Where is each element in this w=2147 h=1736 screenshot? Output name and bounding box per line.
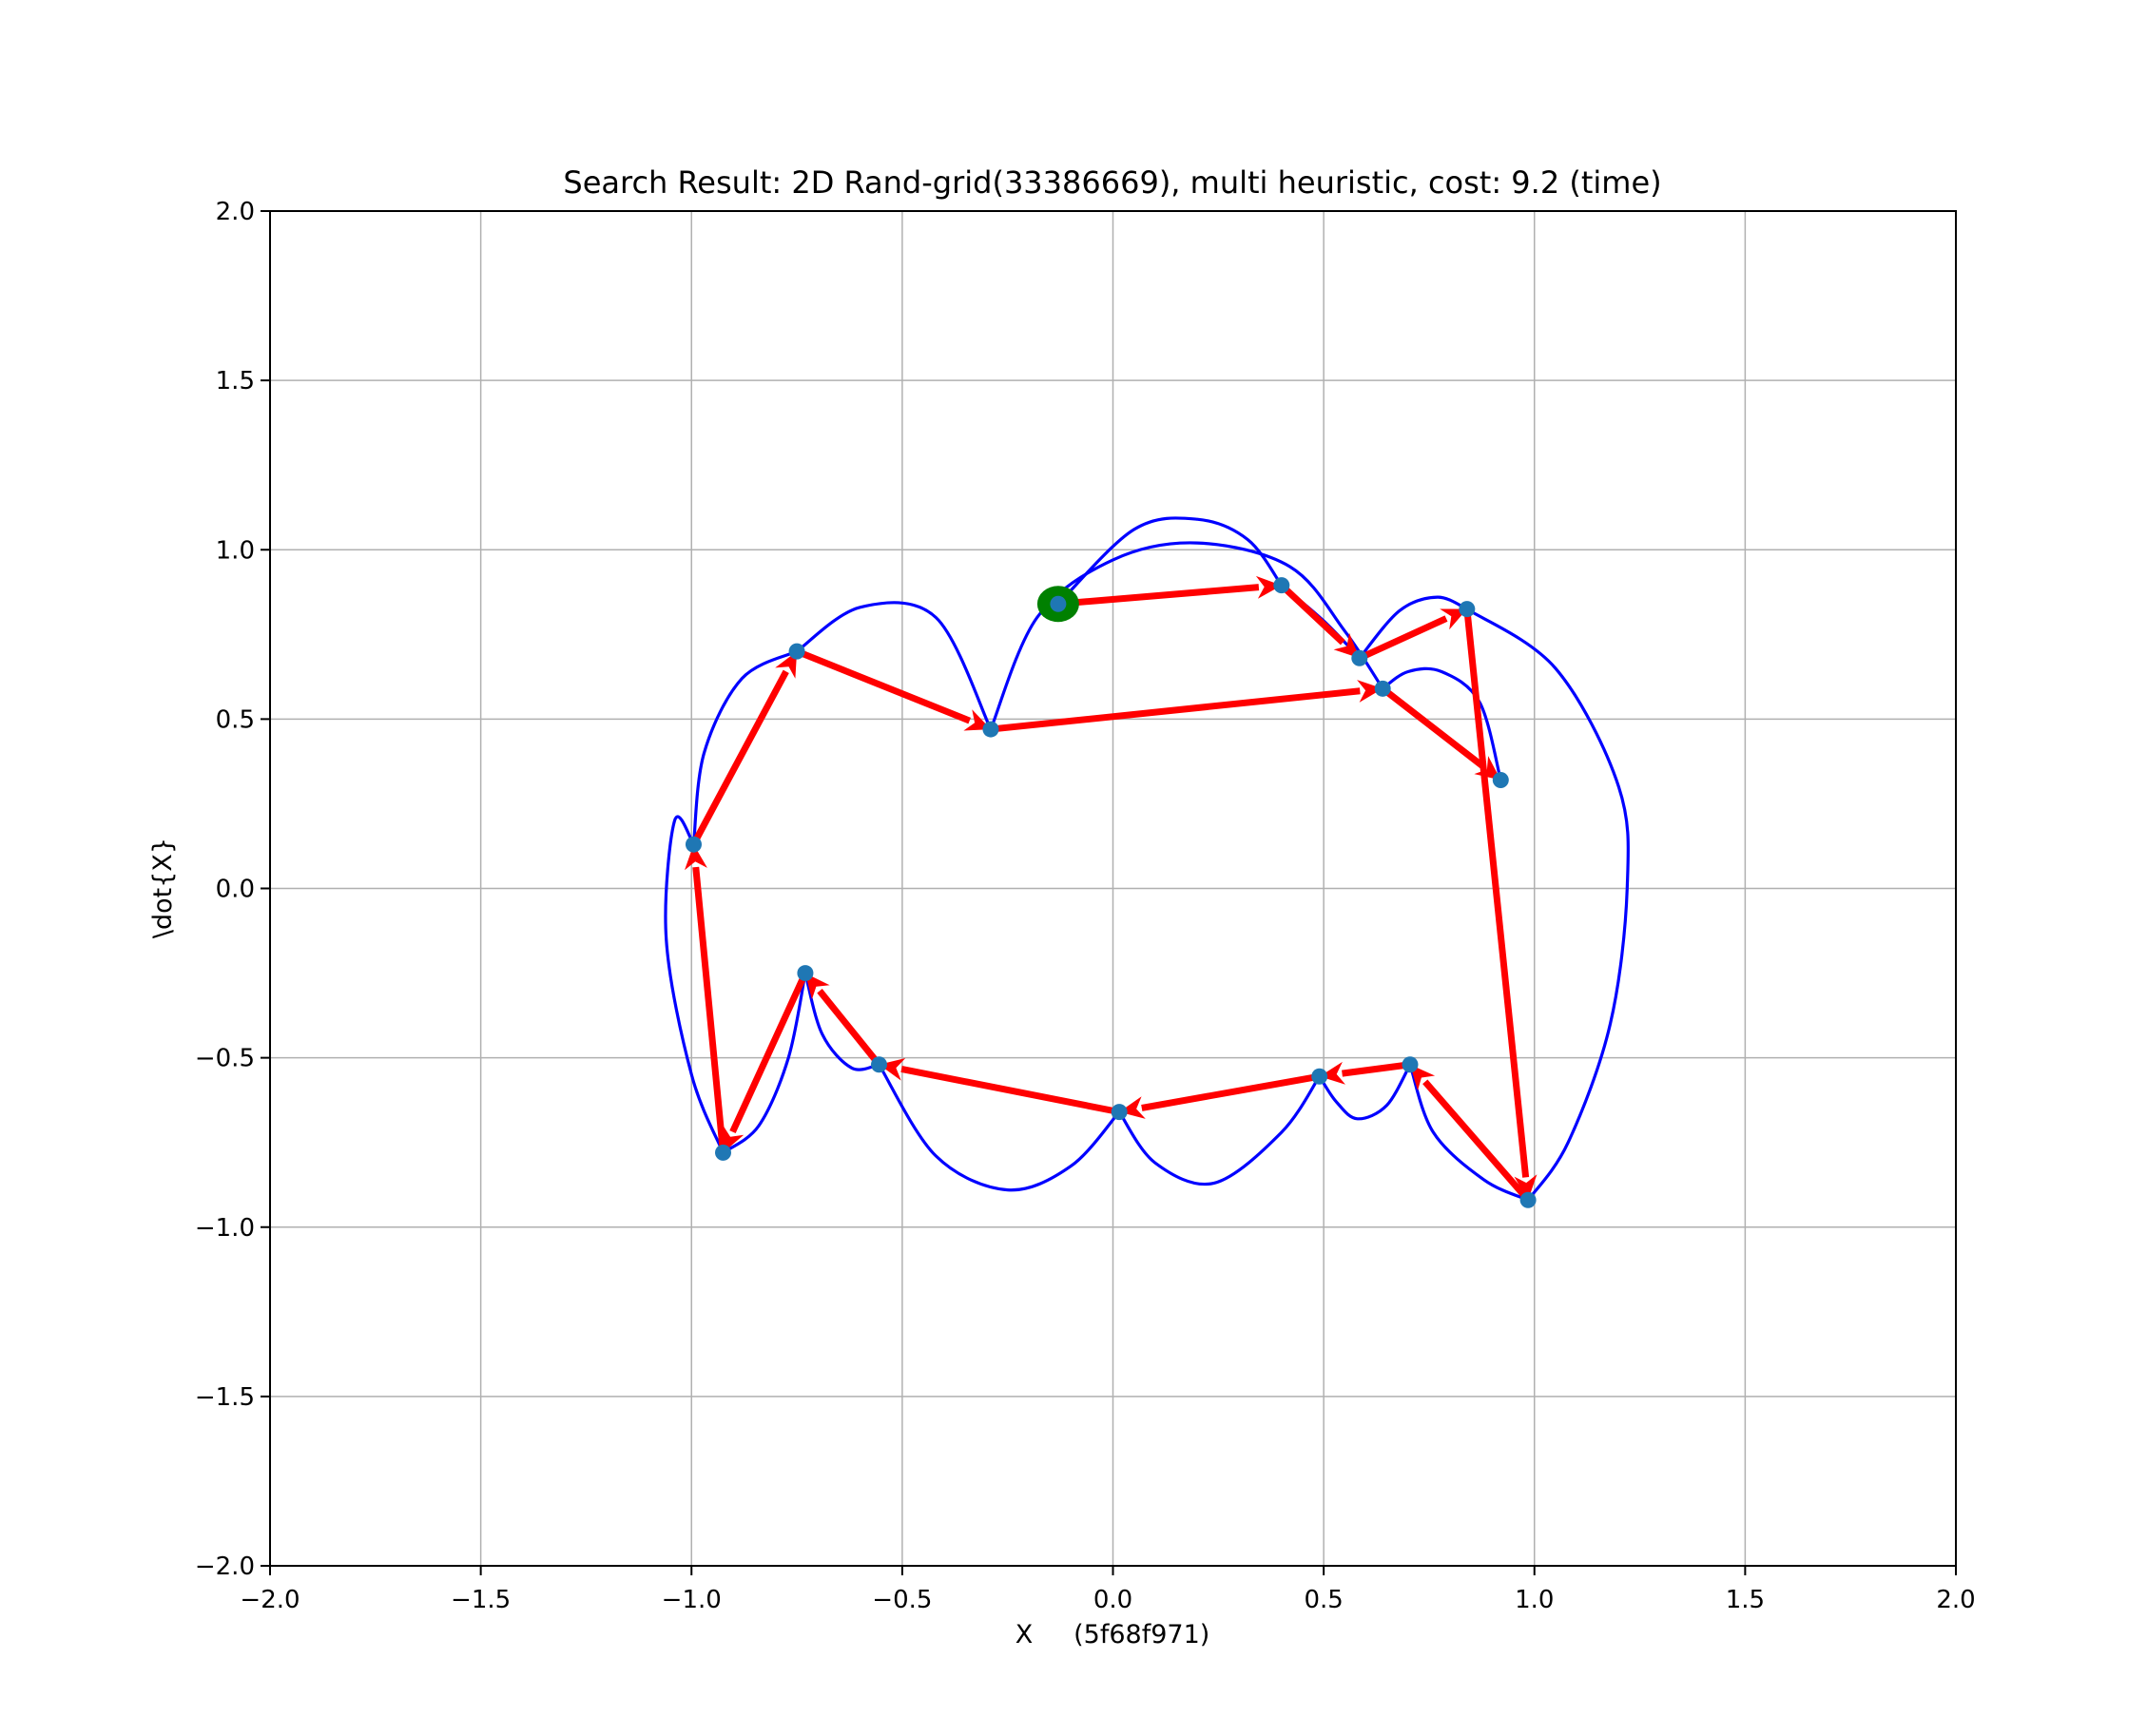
edge-arrowhead — [1410, 1064, 1436, 1091]
node-point — [982, 721, 999, 738]
search-edges — [685, 575, 1538, 1203]
node-point — [1492, 772, 1509, 788]
trajectory-curve — [1408, 1064, 1529, 1202]
y-tick-label: −2.0 — [195, 1553, 255, 1581]
search-edge-arrow — [723, 972, 809, 1153]
search-edge-arrow — [1381, 685, 1501, 781]
chart-title: Search Result: 2D Rand-grid(33386669), m… — [563, 164, 1661, 201]
search-edge-arrow — [1410, 1064, 1531, 1203]
trajectory-curve — [722, 973, 807, 1154]
edge-shaft — [900, 1065, 1120, 1116]
search-edge-arrow — [1279, 583, 1360, 659]
node-point — [797, 965, 814, 982]
trajectory-curve — [1358, 595, 1468, 660]
search-edge-arrow — [804, 973, 882, 1067]
trajectory-curve — [989, 541, 1384, 730]
edge-arrowhead — [1357, 680, 1383, 703]
node-point — [788, 643, 805, 660]
y-tick-label: 1.5 — [216, 367, 255, 395]
edge-shaft — [817, 989, 882, 1067]
node-point — [714, 1144, 731, 1161]
node-point — [1351, 649, 1368, 666]
edge-arrowhead — [723, 1125, 745, 1153]
x-tick-label: −2.0 — [240, 1586, 300, 1614]
edge-shaft — [692, 866, 726, 1153]
x-tick-label: −0.5 — [872, 1586, 932, 1614]
edge-arrowhead — [1319, 1061, 1345, 1085]
node-point — [685, 836, 702, 853]
edge-shaft — [1141, 1072, 1321, 1111]
edge-shaft — [1422, 1079, 1531, 1203]
x-tick-label: 0.0 — [1093, 1586, 1132, 1614]
edge-arrowhead — [1474, 756, 1501, 781]
trajectory-curve — [803, 973, 880, 1071]
edge-shaft — [990, 687, 1361, 733]
y-axis-label: \dot{X} — [148, 838, 178, 938]
search-edge-arrow — [1057, 575, 1282, 608]
edge-arrowhead — [1440, 608, 1467, 630]
node-point — [1111, 1104, 1128, 1121]
plot-frame — [269, 210, 1957, 1567]
edge-arrowhead — [685, 844, 707, 871]
trajectory-curve — [796, 601, 993, 730]
node-point — [1459, 601, 1476, 618]
x-tick-label: 2.0 — [1936, 1586, 1975, 1614]
edge-shaft — [1463, 608, 1530, 1178]
edge-shaft — [1358, 615, 1448, 662]
x-tick-label: 0.5 — [1304, 1586, 1343, 1614]
edge-shaft — [795, 647, 971, 724]
edge-arrowhead — [775, 651, 798, 679]
edge-arrowhead — [1255, 575, 1282, 599]
x-tick-label: −1.0 — [662, 1586, 722, 1614]
edge-shaft — [1279, 583, 1345, 646]
edge-shaft — [729, 972, 809, 1134]
edge-arrowhead — [804, 973, 830, 1000]
edge-shaft — [1381, 685, 1485, 769]
search-edge-arrow — [990, 680, 1383, 733]
edge-shaft — [1057, 584, 1260, 608]
node-point — [1311, 1068, 1328, 1085]
node-point — [1374, 680, 1391, 697]
search-edge-arrow — [1463, 608, 1538, 1201]
search-edge-arrow — [1319, 1061, 1411, 1085]
y-tick-label: 0.5 — [216, 705, 255, 734]
y-tick-label: −1.0 — [195, 1214, 255, 1243]
trajectory-curve — [1318, 1064, 1412, 1121]
trajectory-curve — [878, 1063, 1121, 1192]
edge-shaft — [690, 669, 789, 846]
trajectory-curve — [664, 815, 725, 1153]
search-edge-arrow — [690, 651, 798, 846]
node-point — [1273, 577, 1290, 594]
trajectory-curve — [1117, 1075, 1322, 1186]
x-tick-label: 1.0 — [1515, 1586, 1554, 1614]
node-point — [870, 1056, 887, 1073]
trajectories — [664, 516, 1631, 1202]
trajectory-curve — [1056, 516, 1284, 606]
search-edge-arrow — [685, 844, 726, 1153]
nodes — [685, 577, 1537, 1208]
trajectory-curve — [1465, 608, 1631, 1202]
y-tick-label: 1.0 — [216, 536, 255, 565]
node-point — [1402, 1056, 1419, 1073]
node-point — [1050, 595, 1067, 612]
search-edge-arrow — [1358, 608, 1467, 662]
x-axis-label: X (5f68f971) — [1015, 1620, 1210, 1649]
node-point — [1519, 1191, 1537, 1208]
trajectory-curve — [1382, 666, 1502, 781]
y-tick-label: 2.0 — [216, 198, 255, 226]
y-tick-label: 0.0 — [216, 876, 255, 904]
y-tick-label: −0.5 — [195, 1045, 255, 1073]
edge-shaft — [1342, 1061, 1411, 1077]
x-tick-label: −1.5 — [451, 1586, 511, 1614]
trajectory-curve — [691, 649, 798, 845]
edge-arrowhead — [1514, 1174, 1538, 1201]
x-tick-label: 1.5 — [1726, 1586, 1765, 1614]
edge-arrowhead — [1333, 632, 1360, 659]
y-tick-label: −1.5 — [195, 1383, 255, 1412]
axis-ticks: −2.0 −1.5 −1.0 −0.5 0.0 0.5 1.0 1.5 2.0 −2.0 −1.5 −… — [195, 198, 1976, 1614]
